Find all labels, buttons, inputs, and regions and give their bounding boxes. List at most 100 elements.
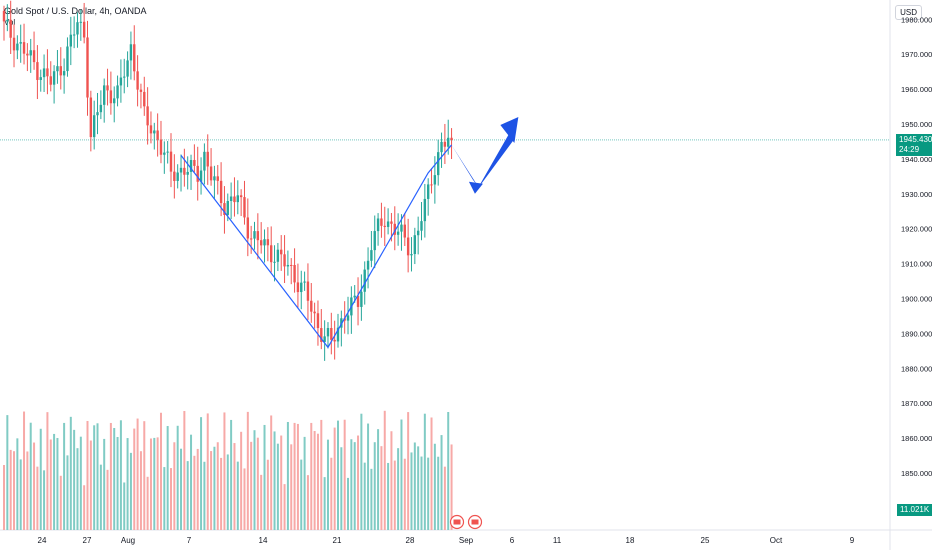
- candle-body: [129, 44, 133, 61]
- candle-body: [213, 176, 216, 181]
- x-tick-label: 28: [406, 536, 415, 545]
- candle-body: [437, 152, 440, 176]
- candle-body: [42, 68, 46, 78]
- volume-bar: [433, 443, 436, 530]
- volume-bar: [139, 451, 142, 530]
- volume-bar: [427, 457, 430, 530]
- y-tick-label: 1960.000: [901, 85, 932, 94]
- candle-body: [266, 239, 270, 246]
- candle-body: [189, 160, 193, 172]
- candle-body: [400, 224, 403, 232]
- candle-body: [246, 217, 250, 239]
- volume-bar: [99, 464, 102, 530]
- volume-bar: [323, 477, 326, 530]
- candle-body: [356, 295, 360, 307]
- volume-bar: [347, 477, 350, 530]
- volume-bar: [106, 469, 109, 530]
- candle-body: [82, 21, 86, 38]
- volume-bar: [383, 410, 386, 530]
- candle-body: [376, 218, 380, 232]
- volume-bar: [273, 431, 276, 530]
- volume-bar: [400, 419, 403, 530]
- volume-bar: [417, 446, 420, 530]
- volume-bar: [326, 439, 329, 530]
- volume-bar: [313, 431, 316, 530]
- candle-body: [423, 198, 427, 222]
- candle-body: [26, 53, 29, 56]
- volume-bar: [220, 457, 223, 530]
- volume-bar: [333, 427, 336, 530]
- candle-body: [300, 282, 303, 293]
- candle-body: [306, 281, 310, 301]
- volume-bar: [156, 437, 159, 530]
- volume-bar: [193, 455, 196, 530]
- candle-body: [413, 235, 417, 255]
- candle-body: [69, 34, 72, 47]
- candle-body: [420, 221, 423, 231]
- candle-body: [406, 237, 410, 256]
- candle-body: [216, 176, 219, 181]
- candle-body: [243, 197, 246, 218]
- volume-bar: [443, 466, 446, 530]
- volume-bar: [196, 448, 199, 530]
- candle-body: [229, 196, 233, 202]
- bar-countdown: 24:29: [899, 144, 920, 154]
- candle-body: [126, 60, 129, 77]
- volume-bar: [69, 416, 72, 530]
- volume-bar: [53, 433, 56, 530]
- volume-bar: [380, 446, 383, 530]
- volume-bar: [129, 452, 132, 530]
- candle-body: [223, 203, 226, 215]
- volume-bar: [286, 421, 289, 530]
- y-tick-label: 1890.000: [901, 329, 932, 338]
- candle-body: [36, 62, 39, 80]
- volume-bar: [303, 436, 306, 530]
- candle-body: [219, 180, 223, 204]
- candle-body: [29, 50, 32, 56]
- candle-body: [146, 106, 149, 126]
- candle-body: [143, 91, 146, 107]
- candle-body: [273, 261, 276, 263]
- candle-body: [92, 115, 96, 138]
- candle-body: [159, 139, 163, 155]
- candle-body: [89, 97, 93, 138]
- candle-body: [176, 172, 179, 181]
- volume-bar: [243, 468, 246, 530]
- volume-bar: [136, 418, 139, 530]
- volume-bar: [39, 428, 42, 530]
- volume-bar: [280, 435, 283, 530]
- volume-bar: [430, 417, 433, 530]
- candle-body: [183, 167, 186, 175]
- volume-bar: [373, 442, 376, 530]
- candle-body: [366, 260, 370, 270]
- volume-bar: [206, 413, 209, 530]
- candle-body: [296, 282, 300, 293]
- candle-body: [390, 221, 393, 224]
- volume-bar: [296, 423, 299, 530]
- currency-button[interactable]: USD: [895, 5, 922, 20]
- candle-body: [12, 37, 16, 51]
- volume-bar: [163, 467, 166, 530]
- candle-body: [106, 85, 109, 91]
- volume-bar: [29, 422, 32, 530]
- volume-bar: [33, 442, 36, 530]
- candle-body: [113, 98, 116, 104]
- volume-bar: [3, 465, 5, 530]
- volume-bar: [210, 451, 213, 530]
- candle-body: [233, 196, 236, 203]
- candle-body: [19, 42, 22, 44]
- candle-body: [450, 137, 453, 140]
- volume-bar: [423, 413, 426, 530]
- volume-bar: [263, 424, 266, 530]
- candle-body: [196, 165, 199, 182]
- volume-bar: [9, 449, 12, 530]
- candle-body: [253, 231, 256, 239]
- candle-body: [123, 76, 126, 78]
- candle-body: [186, 171, 189, 175]
- y-tick-label: 1930.000: [901, 190, 932, 199]
- volume-bar: [93, 425, 96, 530]
- candle-body: [373, 231, 376, 251]
- x-tick-label: Aug: [121, 536, 135, 545]
- volume-bar: [343, 419, 346, 530]
